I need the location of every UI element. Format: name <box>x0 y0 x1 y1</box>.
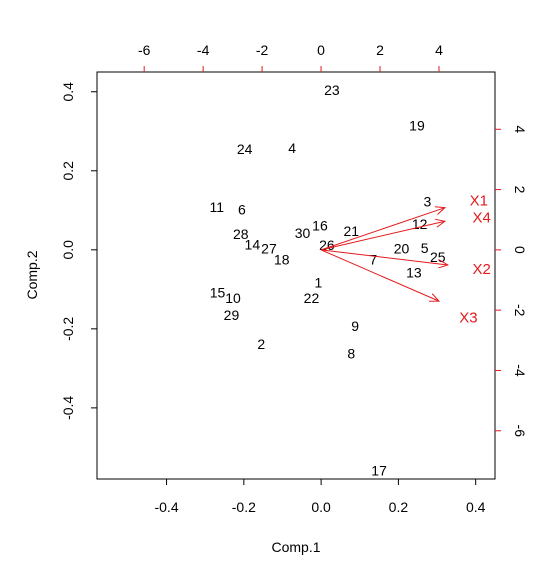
x-axis-title: Comp.1 <box>271 539 320 555</box>
point-label: 4 <box>288 140 296 156</box>
point-label: 7 <box>369 252 377 268</box>
point-label: 27 <box>261 241 277 257</box>
point-label: 21 <box>343 223 359 239</box>
point-label: 18 <box>274 252 290 268</box>
point-label: 22 <box>304 290 320 306</box>
x-tick-label: 0.0 <box>311 499 331 515</box>
top-axis: -6 -4 -2 0 2 4 <box>138 42 443 72</box>
top-tick-label: 2 <box>376 42 384 58</box>
loading-arrow-shaft <box>320 249 440 302</box>
point-label: 9 <box>351 318 359 334</box>
top-tick-label: -2 <box>256 42 269 58</box>
observation-labels: 1234567891011121314151617181920212223242… <box>210 82 446 479</box>
top-tick-label: -4 <box>197 42 210 58</box>
point-label: 2 <box>257 336 265 352</box>
x-tick-label: 0.4 <box>466 499 486 515</box>
point-label: 15 <box>210 284 226 300</box>
loading-arrow-head <box>434 218 447 228</box>
right-tick-label: 4 <box>512 125 528 133</box>
loading-arrow-head <box>428 293 441 302</box>
right-tick-label: 2 <box>512 186 528 194</box>
top-tick-label: 0 <box>317 42 325 58</box>
y-tick-label: -0.2 <box>60 317 76 341</box>
point-label: 1 <box>315 275 323 291</box>
point-label: 30 <box>295 225 311 241</box>
point-label: 10 <box>225 290 241 306</box>
point-label: 20 <box>394 241 410 257</box>
y-tick-label: 0.2 <box>60 161 76 181</box>
top-tick-label: -6 <box>138 42 151 58</box>
loading-label: X1 <box>470 192 488 209</box>
point-label: 16 <box>312 217 328 233</box>
plot-frame <box>96 71 496 480</box>
top-tick-label: 4 <box>435 42 443 58</box>
bottom-axis: -0.4 -0.2 0.0 0.2 0.4 <box>154 479 486 515</box>
loading-label: X4 <box>473 209 491 226</box>
x-tick-label: -0.2 <box>232 499 256 515</box>
x-tick-label: 0.2 <box>389 499 409 515</box>
loading-arrow-shaft <box>321 249 448 266</box>
left-axis: -0.4 -0.2 0.0 0.2 0.4 <box>60 82 97 420</box>
point-label: 5 <box>421 240 429 256</box>
right-axis: -6 -4 -2 0 2 4 <box>495 125 528 437</box>
y-tick-label: -0.4 <box>60 396 76 420</box>
point-label: 24 <box>237 141 253 157</box>
loading-arrow-shaft <box>320 207 446 251</box>
point-label: 3 <box>423 194 431 210</box>
point-label: 19 <box>409 117 425 133</box>
point-label: 8 <box>347 345 355 361</box>
right-tick-label: -6 <box>512 425 528 438</box>
point-label: 6 <box>238 202 246 218</box>
loading-arrow-head <box>438 259 450 269</box>
right-tick-label: -2 <box>512 304 528 317</box>
right-tick-label: 0 <box>512 246 528 254</box>
loading-arrow-shaft <box>320 220 445 251</box>
loading-label: X3 <box>459 310 477 327</box>
loading-arrow-head <box>434 206 447 215</box>
point-label: 13 <box>406 265 422 281</box>
point-label: 14 <box>245 237 261 253</box>
y-tick-label: 0.0 <box>60 240 76 260</box>
loading-label: X2 <box>473 261 491 278</box>
point-label: 11 <box>210 199 225 215</box>
x-tick-label: -0.4 <box>154 499 178 515</box>
point-label: 23 <box>324 82 340 98</box>
point-label: 17 <box>371 462 387 478</box>
y-tick-label: 0.4 <box>60 82 76 102</box>
right-tick-label: -4 <box>512 364 528 377</box>
point-label: 28 <box>233 226 249 242</box>
y-axis-title: Comp.2 <box>24 250 40 299</box>
point-label: 29 <box>224 307 240 323</box>
